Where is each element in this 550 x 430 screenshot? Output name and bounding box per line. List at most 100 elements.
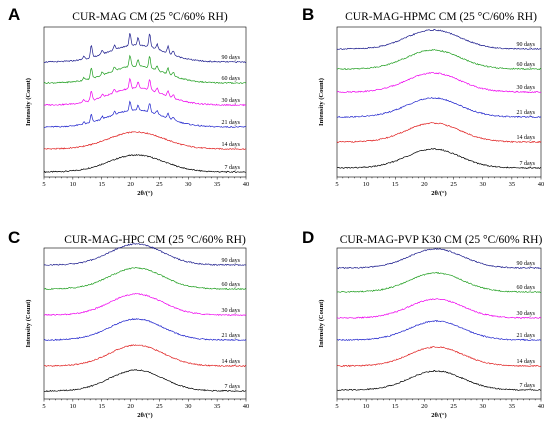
x-tick-label: 30	[479, 403, 486, 410]
series-label: 14 days	[517, 359, 536, 365]
series-label: 90 days	[222, 55, 241, 61]
x-tick-label: 40	[243, 403, 250, 410]
x-tick-label: 25	[450, 181, 457, 188]
panel-letter: D	[302, 228, 314, 247]
x-tick-label: 30	[185, 403, 192, 410]
x-tick-label: 15	[98, 403, 105, 410]
trace-60-days	[336, 271, 542, 293]
trace-21-days	[43, 100, 247, 129]
trace-60-days	[43, 54, 247, 84]
series-label: 21 days	[517, 333, 536, 339]
x-tick-label: 20	[127, 181, 134, 188]
x-tick-label: 5	[42, 181, 45, 188]
panel-title: CUR-MAG CM (25 °C/60% RH)	[72, 11, 228, 23]
x-axis-label: 2θ/(°)	[431, 412, 446, 419]
trace-14-days	[336, 346, 542, 368]
x-tick-label: 40	[243, 181, 250, 188]
panel-b: B CUR-MAG-HPMC CM (25 °C/60% RH) 5 10 15 20 25…	[302, 5, 544, 197]
series-label: 90 days	[517, 42, 536, 48]
x-tick-label: 10	[70, 181, 77, 188]
panel-title: CUR-MAG-HPC CM (25 °C/60% RH)	[64, 234, 246, 246]
panel-a: A CUR-MAG CM (25 °C/60% RH) 5 10 15 20 25 30 35 4…	[8, 5, 249, 197]
x-tick-label: 40	[538, 181, 545, 188]
trace-90-days	[336, 29, 542, 50]
x-tick-label: 5	[42, 403, 45, 410]
trace-21-days	[336, 319, 542, 342]
x-tick-label: 10	[363, 181, 370, 188]
trace-7-days	[336, 148, 542, 169]
x-tick-label: 35	[509, 403, 516, 410]
trace-30-days	[43, 293, 247, 317]
series-label: 14 days	[222, 359, 241, 365]
series-label: 90 days	[517, 261, 536, 267]
trace-21-days	[43, 317, 247, 342]
trace-14-days	[43, 344, 247, 368]
trace-30-days	[336, 72, 542, 94]
series-label: 60 days	[222, 282, 241, 288]
x-tick-label: 20	[127, 403, 134, 410]
panel-c: C CUR-MAG-HPC CM (25 °C/60% RH) 5 10 15 20 25 3…	[8, 228, 249, 419]
trace-7-days	[43, 369, 247, 392]
series-label: 7 days	[520, 161, 536, 167]
series-label: 60 days	[517, 62, 536, 68]
panel-letter: C	[8, 228, 20, 247]
trace-30-days	[43, 77, 247, 107]
x-tick-label: 15	[392, 403, 399, 410]
trace-90-days	[336, 248, 542, 270]
trace-30-days	[337, 298, 542, 319]
trace-90-days	[43, 243, 247, 266]
panel-letter: A	[8, 5, 20, 24]
y-axis-label: Intensity (Count)	[25, 78, 32, 126]
trace-90-days	[43, 33, 247, 63]
x-tick-label: 25	[156, 403, 163, 410]
trace-60-days	[43, 267, 247, 290]
x-tick-label: 20	[421, 403, 428, 410]
x-tick-label: 5	[335, 181, 338, 188]
series-label: 30 days	[222, 98, 241, 104]
panel-d: D CUR-MAG-PVP K30 CM (25 °C/60% RH) 5 10 15 2…	[302, 228, 544, 419]
trace-14-days	[336, 122, 542, 144]
panel-title: CUR-MAG-PVP K30 CM (25 °C/60% RH)	[340, 234, 543, 246]
plot-frame	[336, 247, 542, 400]
x-tick-label: 40	[538, 403, 545, 410]
x-axis-label: 2θ/(°)	[137, 190, 152, 197]
plot-frame	[43, 26, 247, 178]
trace-7-days	[43, 153, 247, 174]
series-label: 60 days	[517, 285, 536, 291]
series-label: 60 days	[222, 76, 241, 82]
x-tick-label: 35	[509, 181, 516, 188]
x-tick-label: 30	[479, 181, 486, 188]
series-label: 7 days	[225, 384, 241, 390]
y-axis-label: Intensity (Count)	[318, 78, 325, 126]
x-tick-label: 25	[450, 403, 457, 410]
trace-60-days	[337, 49, 542, 70]
panel-letter: B	[302, 5, 314, 24]
series-label: 30 days	[517, 85, 536, 91]
trace-14-days	[43, 131, 247, 150]
series-label: 90 days	[222, 258, 241, 264]
x-tick-label: 20	[421, 181, 428, 188]
x-tick-label: 15	[392, 181, 399, 188]
panel-title: CUR-MAG-HPMC CM (25 °C/60% RH)	[345, 11, 537, 23]
x-tick-label: 35	[214, 403, 221, 410]
series-label: 14 days	[517, 135, 536, 141]
trace-7-days	[337, 370, 542, 391]
series-label: 14 days	[222, 142, 241, 148]
x-tick-label: 10	[363, 403, 370, 410]
y-axis-label: Intensity (Count)	[318, 300, 325, 348]
x-axis-label: 2θ/(°)	[431, 190, 446, 197]
series-label: 21 days	[222, 120, 241, 126]
series-label: 21 days	[517, 110, 536, 116]
series-label: 30 days	[222, 308, 241, 314]
x-tick-label: 25	[156, 181, 163, 188]
x-tick-label: 35	[214, 181, 221, 188]
x-tick-label: 5	[335, 403, 338, 410]
trace-21-days	[336, 97, 541, 119]
x-tick-label: 15	[98, 181, 105, 188]
series-label: 21 days	[222, 333, 241, 339]
plot-frame	[336, 26, 542, 178]
x-tick-label: 10	[70, 403, 77, 410]
series-label: 7 days	[520, 383, 536, 389]
plot-frame	[43, 247, 247, 400]
